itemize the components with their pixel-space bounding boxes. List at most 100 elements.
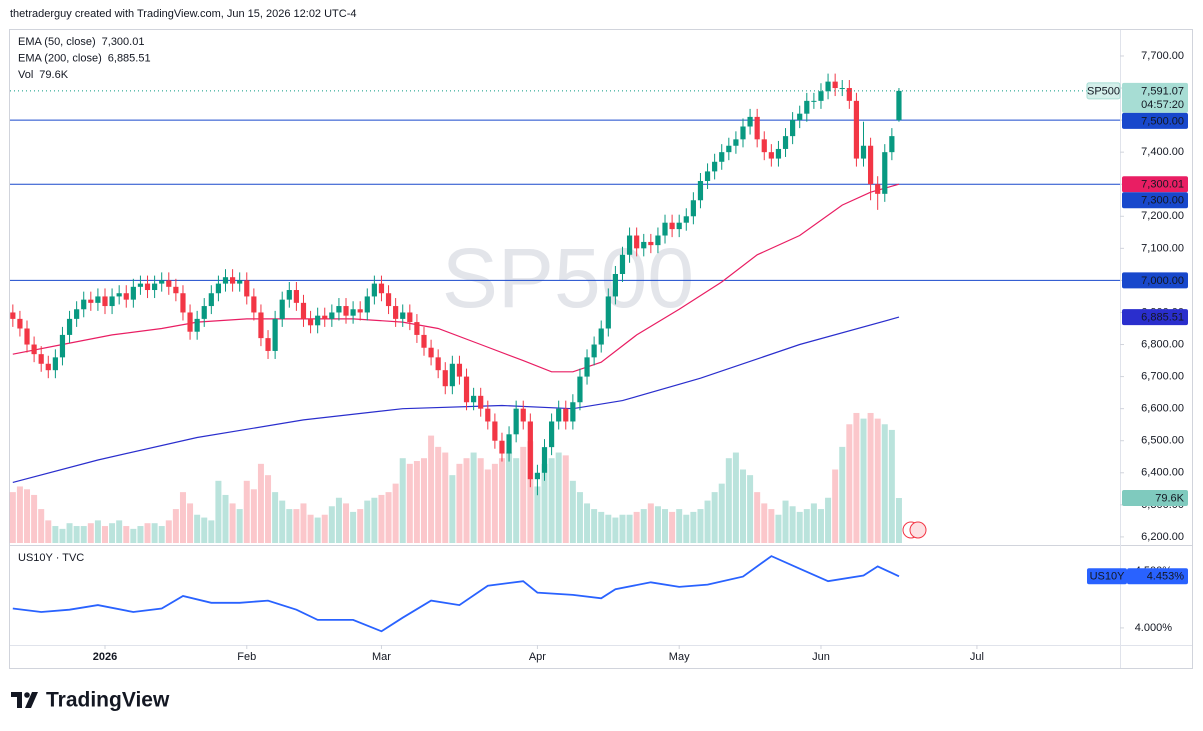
volume-bar — [413, 461, 420, 543]
volume-bar — [435, 446, 442, 543]
watermark: SP500 — [442, 231, 694, 325]
volume-bar — [116, 520, 123, 543]
y-tick-label: 6,600.00 — [1141, 403, 1184, 415]
candle-body — [109, 296, 115, 307]
volume-bar — [747, 475, 754, 543]
logo-glyph — [11, 692, 38, 708]
candle-body — [719, 152, 725, 162]
volume-bar — [626, 514, 633, 543]
y-tick-label: 6,500.00 — [1141, 435, 1184, 447]
volume-bar — [662, 509, 669, 543]
legend-name: EMA (50, close) — [18, 36, 96, 48]
y-tick-label: 7,200.00 — [1141, 210, 1184, 222]
candle-body — [371, 283, 377, 297]
volume-bar — [484, 469, 491, 543]
volume-bar — [690, 511, 697, 543]
candle-body — [215, 283, 222, 294]
x-tick-label: 2026 — [93, 651, 117, 663]
candle-body — [499, 440, 505, 454]
volume-bar — [456, 463, 463, 543]
candle-body — [66, 318, 73, 335]
volume-bar — [463, 458, 470, 543]
volume-bar — [598, 511, 605, 543]
price-badge-label: 6,885.51 — [1141, 312, 1184, 324]
candle-body — [839, 88, 845, 90]
candle-body — [548, 421, 555, 448]
price-badge — [1122, 176, 1188, 193]
volume-bar — [506, 452, 513, 543]
volume-bar — [789, 506, 796, 543]
volume-bar — [357, 509, 364, 543]
volume-bar — [739, 469, 746, 543]
volume-bar — [654, 506, 661, 543]
candle-body — [655, 235, 661, 246]
candle-body — [293, 290, 299, 303]
volume-bar — [449, 475, 456, 543]
candle-body — [556, 408, 562, 422]
volume-bar — [130, 528, 137, 543]
y-tick-label: 6,400.00 — [1141, 467, 1184, 479]
volume-bar — [420, 458, 427, 543]
candle-body — [137, 283, 144, 287]
candle-body — [400, 312, 406, 319]
candle-body — [896, 90, 902, 121]
candle-body — [152, 283, 158, 291]
candle-body — [435, 357, 441, 371]
ema-line — [12, 183, 900, 373]
candle-body — [527, 421, 533, 480]
candle-body — [534, 472, 541, 480]
symbol-badge-label: SP500 — [1087, 85, 1120, 97]
candle-body — [428, 347, 434, 358]
volume-bar — [825, 497, 832, 543]
x-tick-label: May — [669, 651, 690, 663]
volume-bar — [293, 509, 300, 543]
candle-body — [81, 299, 87, 310]
candle-body — [463, 376, 470, 403]
candle-body — [662, 222, 668, 236]
volume-bar — [371, 497, 378, 543]
candle-body — [669, 222, 675, 230]
y-tick-label: 7,100.00 — [1141, 242, 1184, 254]
candle-body — [513, 408, 519, 435]
price-badge-label: 7,500.00 — [1141, 115, 1184, 127]
candle-body — [393, 306, 399, 319]
candle-body — [173, 286, 179, 294]
yield-line — [12, 555, 900, 633]
x-tick-label: Jul — [970, 651, 984, 663]
volume-bar — [314, 517, 321, 543]
volume-bar — [109, 523, 116, 543]
candle-body — [251, 296, 257, 313]
volume-bar — [286, 509, 293, 543]
price-badge — [1122, 272, 1188, 289]
volume-bar — [321, 514, 328, 543]
y-tick-label: 7,400.00 — [1141, 146, 1184, 158]
volume-bar — [236, 509, 243, 543]
candle-body — [286, 290, 292, 300]
price-badge — [1127, 568, 1188, 585]
candle-body — [591, 344, 597, 358]
volume-bar — [754, 492, 761, 543]
volume-bar — [428, 435, 435, 543]
candle-body — [704, 171, 711, 182]
volume-bar — [31, 494, 38, 543]
legend-value: 79.6K — [39, 69, 68, 81]
price-badge-label: 7,591.07 — [1141, 85, 1184, 97]
volume-bar — [123, 526, 130, 543]
volume-bar — [272, 492, 279, 543]
candle-body — [329, 312, 335, 319]
volume-bar — [548, 458, 555, 543]
volume-bar — [385, 492, 392, 543]
candle-body — [506, 434, 512, 454]
candle-body — [825, 81, 831, 92]
volume-bar — [697, 509, 704, 543]
candle-body — [95, 296, 101, 303]
price-badge-label: 7,300.01 — [1141, 179, 1184, 191]
symbol-badge — [1086, 82, 1121, 100]
candle-body — [322, 315, 328, 319]
volume-bar — [591, 509, 598, 543]
candle-body — [541, 447, 548, 473]
candle-body — [88, 299, 94, 303]
candle-body — [307, 318, 314, 326]
price-badge — [1122, 112, 1188, 129]
candle-body — [385, 293, 392, 307]
